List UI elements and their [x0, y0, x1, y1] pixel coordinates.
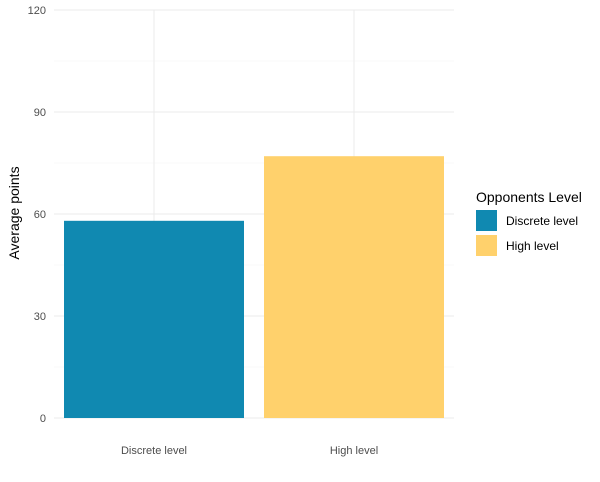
- y-tick-label: 30: [34, 311, 46, 323]
- y-tick-label: 60: [34, 209, 46, 221]
- y-tick-label: 0: [40, 413, 46, 425]
- y-axis-title: Average points: [6, 166, 22, 259]
- legend: Opponents Level Discrete level High level: [476, 189, 582, 256]
- x-axis-tick-labels: Discrete level High level: [121, 445, 378, 457]
- y-tick-label: 90: [34, 107, 46, 119]
- y-axis-tick-labels: 0 30 60 90 120: [28, 5, 46, 425]
- bars: [64, 156, 444, 418]
- y-tick-label: 120: [28, 5, 46, 17]
- legend-label: Discrete level: [506, 214, 578, 228]
- legend-items: Discrete level High level: [476, 210, 578, 256]
- bar-discrete-level: [64, 220, 244, 418]
- x-tick-label: High level: [330, 445, 378, 457]
- bar-high-level: [264, 156, 444, 418]
- x-tick-label: Discrete level: [121, 445, 187, 457]
- legend-label: High level: [506, 239, 559, 253]
- legend-title: Opponents Level: [476, 189, 582, 205]
- legend-swatch: [476, 235, 497, 256]
- legend-swatch: [476, 210, 497, 231]
